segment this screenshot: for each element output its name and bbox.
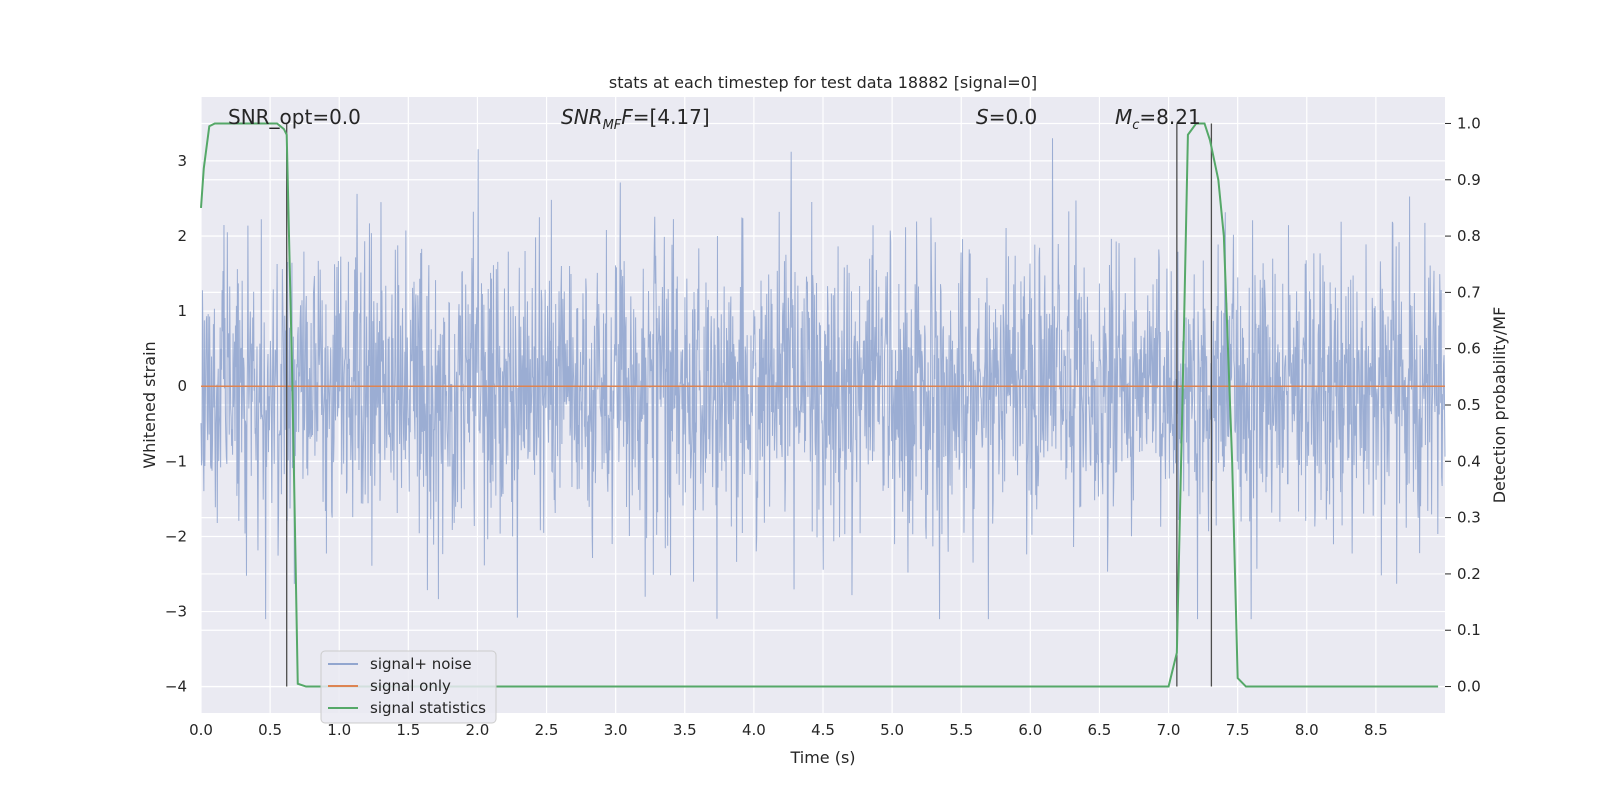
y2-tick-label: 0.2 (1457, 565, 1481, 583)
legend-box (320, 650, 497, 724)
y2-axis-ticks: 1.0 0.9 0.8 0.7 0.6 0.5 0.4 0.3 0.2 0.1 0.0 (1445, 114, 1481, 696)
y-tick-label: 0 (177, 377, 187, 395)
y2-axis-label: Detection probability/MF (1490, 307, 1509, 504)
x-axis-ticks: 0.0 0.5 1.0 1.5 2.0 2.5 3.0 3.5 4.0 4.5 5.0 5.5 6.0 6… (189, 721, 1388, 739)
x-tick-label: 2.5 (535, 721, 559, 739)
legend-label-signal-statistics: signal statistics (370, 699, 486, 717)
x-tick-label: 3.5 (673, 721, 697, 739)
annotation-snr-opt: SNR_opt=0.0 (228, 105, 361, 129)
y2-tick-label: 0.6 (1457, 340, 1481, 358)
y-tick-label: 1 (177, 302, 187, 320)
x-tick-label: 3.0 (604, 721, 628, 739)
y-axis-label: Whitened strain (140, 341, 159, 468)
x-tick-label: 8.0 (1295, 721, 1319, 739)
y-tick-label: −3 (165, 603, 187, 621)
x-axis-label: Time (s) (789, 748, 855, 767)
y2-tick-label: 0.4 (1457, 452, 1481, 470)
y2-tick-label: 0.3 (1457, 509, 1481, 527)
series-signal-noise (200, 138, 1446, 620)
y2-tick-label: 0.5 (1457, 396, 1481, 414)
signal-noise-line (200, 138, 1446, 620)
x-tick-label: 8.5 (1364, 721, 1388, 739)
y-tick-label: 3 (177, 152, 187, 170)
legend: signal+ noise signal only signal statist… (320, 650, 497, 724)
x-tick-label: 6.5 (1088, 721, 1112, 739)
x-tick-label: 1.5 (396, 721, 420, 739)
y-tick-label: 2 (177, 227, 187, 245)
x-tick-label: 6.0 (1018, 721, 1042, 739)
legend-label-signal-only: signal only (370, 677, 451, 695)
plot-area (200, 97, 1446, 713)
series-signal-statistics (200, 122, 1439, 688)
vertical-markers (286, 123, 1213, 687)
signal-statistics-line (200, 122, 1439, 688)
y-tick-label: −2 (165, 527, 187, 545)
y2-tick-label: 0.0 (1457, 678, 1481, 696)
x-tick-label: 7.0 (1157, 721, 1181, 739)
y2-tick-label: 0.7 (1457, 283, 1481, 301)
x-tick-label: 5.5 (949, 721, 973, 739)
y2-tick-label: 0.9 (1457, 171, 1481, 189)
y2-tick-label: 1.0 (1457, 114, 1481, 132)
annotation-snr-mf: SNRMFF=[4.17] (561, 105, 710, 133)
y-tick-label: −4 (165, 678, 187, 696)
legend-label-signal-noise: signal+ noise (370, 655, 472, 673)
x-tick-label: 0.0 (189, 721, 213, 739)
x-tick-label: 4.5 (811, 721, 835, 739)
x-tick-label: 0.5 (258, 721, 282, 739)
y2-tick-label: 0.8 (1457, 227, 1481, 245)
annotation-mc: Mc=8.21 (1115, 105, 1201, 133)
x-tick-label: 5.0 (880, 721, 904, 739)
chart-title: stats at each timestep for test data 188… (609, 73, 1037, 92)
y-axis-ticks: 3 2 1 0 −1 −2 −3 −4 (165, 152, 187, 696)
x-tick-label: 2.0 (466, 721, 490, 739)
x-tick-label: 1.0 (327, 721, 351, 739)
x-tick-label: 7.5 (1226, 721, 1250, 739)
x-tick-label: 4.0 (742, 721, 766, 739)
y-tick-label: −1 (165, 452, 187, 470)
annotation-s: S=0.0 (976, 105, 1037, 129)
y2-tick-label: 0.1 (1457, 621, 1481, 639)
